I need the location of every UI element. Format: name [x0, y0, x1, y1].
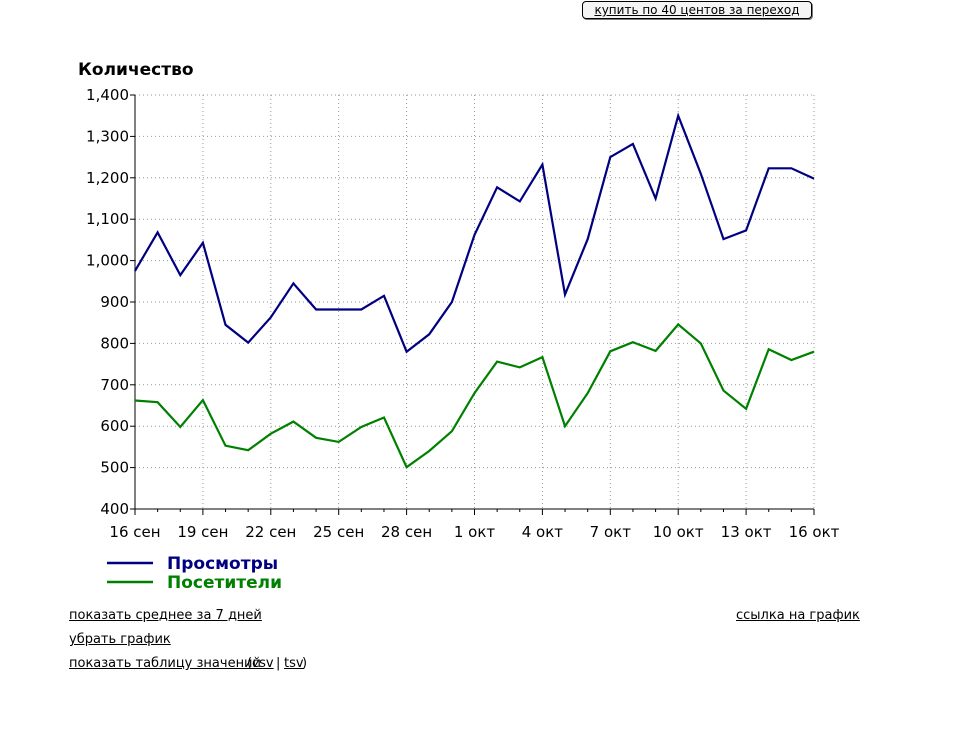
x-tick-label: 1 окт [454, 523, 496, 541]
y-tick-label: 1,200 [86, 169, 129, 187]
y-axis-title: Количество [78, 60, 194, 80]
series-line-visitors [134, 322, 815, 469]
y-tick-label: 1,300 [86, 127, 129, 145]
series-line-views [134, 112, 815, 354]
x-tick-label: 10 окт [653, 523, 704, 541]
x-tick-label: 16 окт [789, 523, 840, 541]
x-tick-label: 13 окт [721, 523, 772, 541]
x-tick-label: 25 сен [313, 523, 364, 541]
separator: | [276, 656, 281, 671]
y-tick-label: 1,100 [86, 210, 129, 228]
buy-clicks-button[interactable]: купить по 40 центов за переход [582, 1, 812, 19]
legend-label: Посетители [167, 573, 282, 593]
x-tick-label: 16 сен [109, 523, 160, 541]
show-7day-average-link[interactable]: показать среднее за 7 дней [69, 608, 262, 623]
x-tick-label: 19 сен [177, 523, 228, 541]
y-tick-label: 1,400 [86, 86, 129, 104]
line-chart: 400 500 600 700 800 900 1,000 1,100 1,200 1,300 1,… [78, 60, 840, 593]
csv-link[interactable]: csv [252, 656, 274, 671]
paren-open: ( [247, 656, 253, 671]
y-tick-label: 500 [100, 459, 129, 477]
y-tick-label: 900 [100, 293, 129, 311]
legend-label: Просмотры [167, 554, 278, 574]
y-tick-label: 400 [100, 500, 129, 518]
x-tick-label: 4 окт [522, 523, 564, 541]
remove-chart-link[interactable]: убрать график [69, 632, 171, 647]
y-tick-label: 600 [100, 417, 129, 435]
paren-close: ) [302, 656, 308, 671]
y-tick-label: 700 [100, 376, 129, 394]
tsv-link[interactable]: tsv [284, 656, 304, 671]
chart-link[interactable]: ссылка на график [736, 608, 860, 623]
x-tick-label: 7 окт [590, 523, 632, 541]
y-tick-label: 800 [100, 334, 129, 352]
x-tick-label: 22 сен [245, 523, 296, 541]
x-tick-label: 28 сен [381, 523, 432, 541]
y-tick-label: 1,000 [86, 252, 129, 270]
chart-ticks: 400 500 600 700 800 900 1,000 1,100 1,200 1,300 1,… [86, 86, 840, 541]
chart-series [134, 112, 815, 469]
chart-grid [135, 94, 815, 509]
show-values-table-link[interactable]: показать таблицу значений [69, 656, 261, 671]
chart-axes [130, 94, 815, 515]
